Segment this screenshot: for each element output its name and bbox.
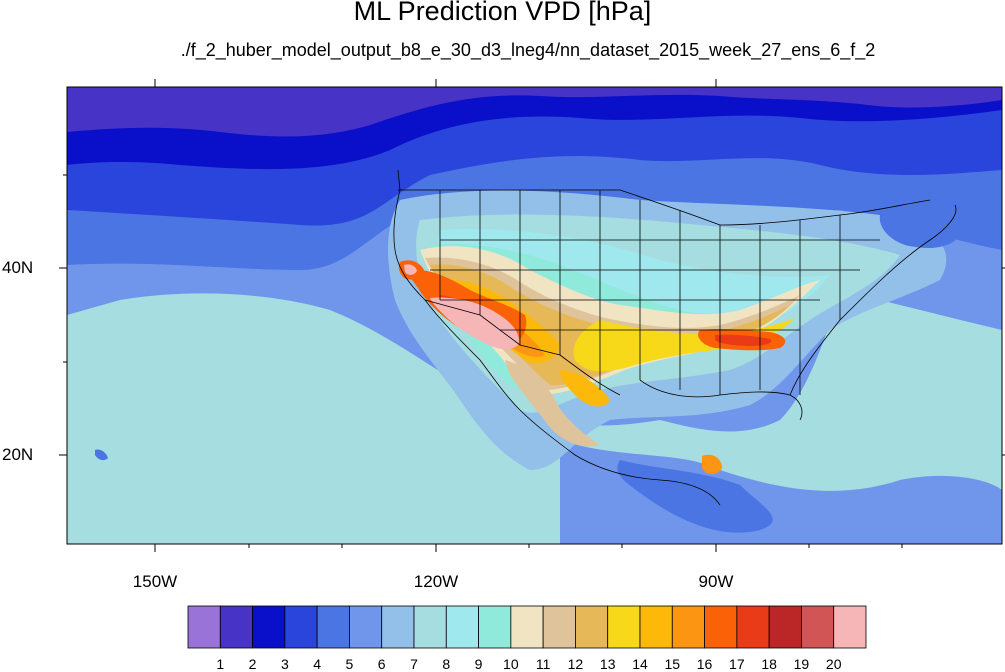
state-lines (430, 190, 880, 395)
colorbar-tick-label: 1 (216, 656, 225, 672)
colorbar-swatch (510, 605, 544, 649)
us-mexico-border (424, 299, 621, 396)
axis-ticks (59, 79, 1005, 552)
colorbar-swatch (381, 605, 415, 649)
colorbar-swatch (316, 605, 350, 649)
colorbar-tick-label: 6 (377, 656, 386, 672)
colorbar-tick-label: 16 (696, 656, 713, 672)
colorbar-tick-label: 7 (410, 656, 418, 672)
colorbar-tick-label: 14 (632, 656, 648, 672)
colorbar-swatch (219, 605, 253, 649)
colorbar-swatch (704, 605, 738, 649)
colorbar-tick-label: 9 (474, 656, 483, 672)
chart-subtitle: ./f_2_huber_model_output_b8_e_30_d3_lneg… (180, 40, 876, 60)
colorbar-swatch (284, 605, 318, 649)
vpd-field (67, 87, 1002, 544)
map-frame (66, 86, 1003, 545)
colorbar-tick-label: 2 (248, 656, 257, 672)
lat-label-40n: 40N (2, 258, 34, 277)
colorbar-tick-label: 18 (761, 656, 777, 672)
colorbar-swatch (252, 605, 286, 649)
north-america-coast (393, 169, 957, 506)
colorbar-swatch (768, 605, 802, 649)
field-tropics-low (560, 440, 1002, 544)
colorbar-swatch (542, 605, 576, 649)
colorbar-swatch (478, 605, 512, 649)
field-mexico-hot (560, 370, 610, 407)
field-band-2 (67, 87, 1002, 137)
colorbar-tick-label: 19 (793, 656, 810, 672)
colorbar-swatch (445, 605, 479, 649)
boundaries (393, 169, 957, 506)
field-warm-14 (573, 318, 795, 372)
colorbar-swatch (671, 605, 705, 649)
colorbar-swatch (801, 605, 835, 649)
colorbar-swatch (736, 605, 770, 649)
colorbar-tick-label: 5 (345, 656, 354, 672)
field-mexico (505, 360, 600, 447)
colorbar-tick-label: 4 (313, 656, 322, 672)
colorbar (187, 605, 867, 649)
field-guatemala (702, 454, 722, 474)
colorbar-swatch (639, 605, 673, 649)
colorbar-swatch (833, 605, 867, 649)
colorbar-tick-label: 20 (825, 656, 842, 672)
colorbar-tick-label: 3 (280, 656, 289, 672)
colorbar-tick-label: 17 (729, 656, 745, 672)
field-hawaii (95, 449, 108, 461)
colorbar-tick-label: 11 (535, 656, 551, 672)
field-tropics-lower (617, 460, 773, 533)
lon-label-120w: 120W (413, 572, 459, 591)
colorbar-tick-label: 15 (664, 656, 681, 672)
lon-label-90w: 90W (698, 572, 734, 591)
colorbar-tick-label: 13 (599, 656, 616, 672)
colorbar-swatch (187, 605, 221, 649)
colorbar-swatch (575, 605, 609, 649)
colorbar-tick-label: 12 (567, 656, 584, 672)
field-warm-18-se (715, 334, 772, 346)
chart-title: ML Prediction VPD [hPa] (353, 0, 652, 26)
field-ne-cool (879, 213, 960, 248)
colorbar-swatch (413, 605, 447, 649)
field-hot-20 (430, 297, 519, 350)
lon-label-150w: 150W (132, 572, 178, 591)
us-canada-border (398, 189, 931, 226)
lat-label-20n: 20N (2, 445, 34, 464)
colorbar-swatch (607, 605, 641, 649)
colorbar-tick-label: 10 (503, 656, 519, 672)
field-hot-ca-core (404, 264, 417, 275)
colorbar-tick-label: 8 (442, 656, 451, 672)
colorbar-swatch (349, 605, 383, 649)
